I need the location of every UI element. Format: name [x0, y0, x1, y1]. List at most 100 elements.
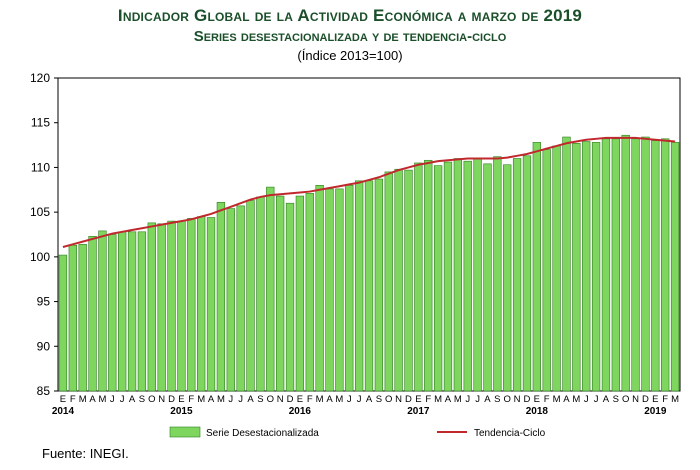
bar — [661, 138, 670, 392]
x-month-label: J — [357, 394, 362, 405]
x-month-label: O — [622, 394, 629, 405]
chart-unit: (Índice 2013=100) — [297, 48, 403, 63]
x-month-label: S — [257, 394, 263, 405]
x-month-label: M — [434, 394, 442, 405]
x-month-label: F — [307, 394, 313, 405]
bar — [601, 138, 611, 392]
legend-label-line: Tendencia-Ciclo — [474, 428, 546, 439]
x-month-label: J — [228, 394, 233, 405]
x-month-label: S — [376, 394, 382, 405]
x-month-label: N — [277, 394, 284, 405]
x-month-label: N — [158, 394, 165, 405]
bar — [335, 188, 344, 392]
y-tick-label: 120 — [30, 71, 50, 85]
x-month-label: M — [98, 394, 106, 405]
x-month-label: E — [652, 394, 658, 405]
x-month-label: F — [188, 394, 194, 405]
x-month-label: E — [178, 394, 184, 405]
bar — [404, 169, 413, 392]
bar — [670, 142, 680, 392]
bar — [127, 231, 137, 392]
x-month-label: S — [494, 394, 500, 405]
x-month-label: J — [584, 394, 589, 405]
bar — [68, 244, 77, 392]
x-month-label: M — [335, 394, 343, 405]
y-tick-label: 110 — [31, 160, 50, 174]
bar — [305, 193, 314, 392]
x-month-label: J — [465, 394, 470, 405]
x-month-label: A — [484, 394, 491, 405]
x-month-label: M — [553, 394, 561, 405]
x-month-label: J — [120, 394, 125, 405]
bar — [98, 230, 107, 392]
x-month-label: N — [632, 394, 639, 405]
bar — [364, 180, 374, 392]
legend-label-bars: Serie Desestacionalizada — [206, 428, 319, 439]
chart-subtitle: Series desestacionalizada y de tendencia… — [193, 28, 507, 45]
bar — [285, 202, 295, 392]
bar — [88, 235, 97, 392]
bar — [236, 205, 245, 392]
bar — [512, 158, 522, 392]
x-month-label: S — [139, 394, 145, 405]
x-month-label: O — [148, 394, 155, 405]
x-month-label: D — [168, 394, 175, 405]
x-month-label: O — [267, 394, 274, 405]
x-month-label: J — [238, 394, 243, 405]
bar — [621, 134, 630, 392]
bar — [197, 216, 206, 392]
y-tick-label: 90 — [37, 339, 51, 353]
x-month-label: J — [110, 394, 115, 405]
y-tick-label: 115 — [31, 116, 50, 130]
x-month-label: M — [316, 394, 324, 405]
bar — [325, 188, 334, 392]
x-month-label: E — [415, 394, 421, 405]
x-year-label: 2017 — [407, 406, 430, 417]
y-tick-label: 100 — [30, 250, 50, 264]
bar — [266, 186, 275, 392]
x-month-label: A — [366, 394, 373, 405]
bar — [147, 222, 156, 392]
x-month-label: F — [70, 394, 76, 405]
bar — [552, 145, 561, 392]
x-month-label: S — [613, 394, 619, 405]
y-tick-label: 95 — [37, 295, 51, 309]
x-month-label: M — [671, 394, 679, 405]
x-month-label: A — [563, 394, 570, 405]
trend-line — [62, 136, 676, 248]
bar — [167, 220, 176, 392]
x-month-label: J — [347, 394, 352, 405]
x-month-label: J — [475, 394, 480, 405]
x-month-label: E — [60, 394, 66, 405]
source-note: Fuente: INEGI. — [42, 446, 129, 461]
bar — [424, 159, 433, 392]
bar — [473, 158, 482, 392]
x-month-label: O — [504, 394, 511, 405]
x-month-label: M — [454, 394, 462, 405]
bar — [582, 141, 591, 392]
x-month-label: J — [594, 394, 599, 405]
bar — [631, 138, 640, 392]
x-month-label: D — [524, 394, 531, 405]
bar — [453, 158, 463, 392]
x-year-label: 2014 — [52, 406, 75, 417]
x-month-label: A — [247, 394, 254, 405]
x-year-label: 2015 — [170, 406, 193, 417]
x-month-label: M — [79, 394, 87, 405]
bar — [641, 136, 650, 392]
bar — [58, 254, 68, 392]
bar — [345, 185, 354, 392]
bar — [187, 218, 196, 392]
bar — [542, 149, 551, 392]
bar — [384, 171, 393, 392]
bar — [246, 200, 255, 392]
bar — [157, 223, 166, 392]
x-month-label: N — [514, 394, 521, 405]
bar — [522, 155, 532, 392]
bar — [118, 231, 127, 392]
bar — [315, 185, 324, 392]
x-month-label: E — [534, 394, 540, 405]
legend-swatch-bars — [169, 426, 201, 438]
bar — [275, 195, 285, 392]
